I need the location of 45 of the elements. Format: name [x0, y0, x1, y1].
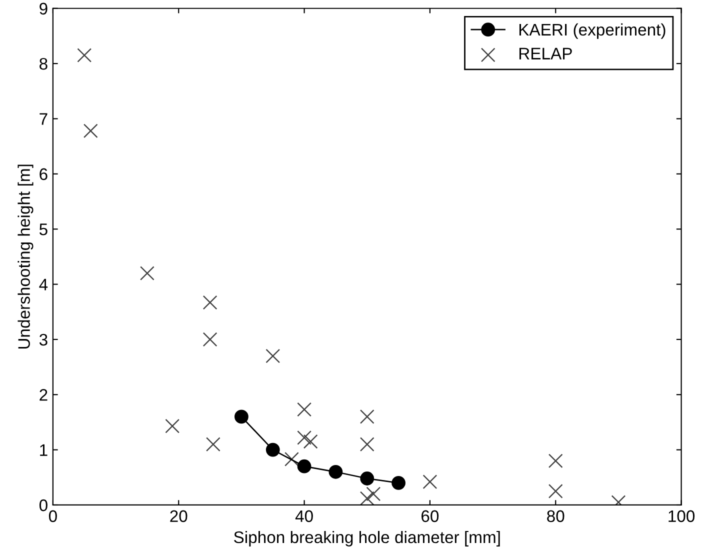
point [548, 484, 563, 498]
point [266, 348, 280, 364]
y-tick-label: 9 [40, 2, 48, 15]
y-tick-label: 0 [39, 499, 48, 512]
y-tick-label: 5 [39, 224, 48, 236]
point [140, 266, 154, 280]
point [202, 332, 218, 347]
point [360, 409, 374, 424]
x-tick-label: 60 [422, 510, 439, 522]
y-tick-label: 1 [40, 444, 48, 456]
y-tick-label: 2 [40, 389, 48, 401]
y-tick-label: 4 [39, 278, 48, 290]
point [297, 459, 312, 474]
point [202, 295, 218, 310]
y-tick-label: 6 [40, 168, 48, 180]
x-tick-label: 0 [48, 510, 57, 522]
point [366, 486, 381, 502]
point [165, 418, 180, 434]
x-tick-label: 40 [295, 510, 313, 522]
y-axis-title: Undershooting height [m] [18, 164, 34, 348]
x-tick-label: 20 [170, 510, 188, 522]
point [206, 437, 220, 452]
point [284, 452, 299, 466]
x-tick-label: 80 [547, 510, 564, 522]
point [303, 434, 318, 449]
y-tick-label: 7 [40, 113, 48, 125]
y-tick-label: 3 [39, 334, 48, 346]
point [360, 491, 374, 505]
x-tick-label: 100 [668, 510, 695, 522]
point [234, 410, 248, 424]
point [83, 124, 98, 138]
y-tick-label: 8 [40, 58, 48, 70]
point [422, 474, 438, 490]
point [360, 437, 374, 452]
point [77, 48, 92, 62]
point [548, 454, 563, 468]
legend-label: RELAP [519, 48, 572, 60]
legend-label: KAERI (experiment) [519, 23, 666, 39]
point [297, 402, 312, 417]
x-axis-title: Siphon breaking hole diameter [mm] [234, 530, 500, 546]
point [392, 476, 406, 490]
point [328, 464, 343, 479]
point [360, 472, 374, 486]
point [297, 430, 312, 445]
point [266, 442, 280, 457]
